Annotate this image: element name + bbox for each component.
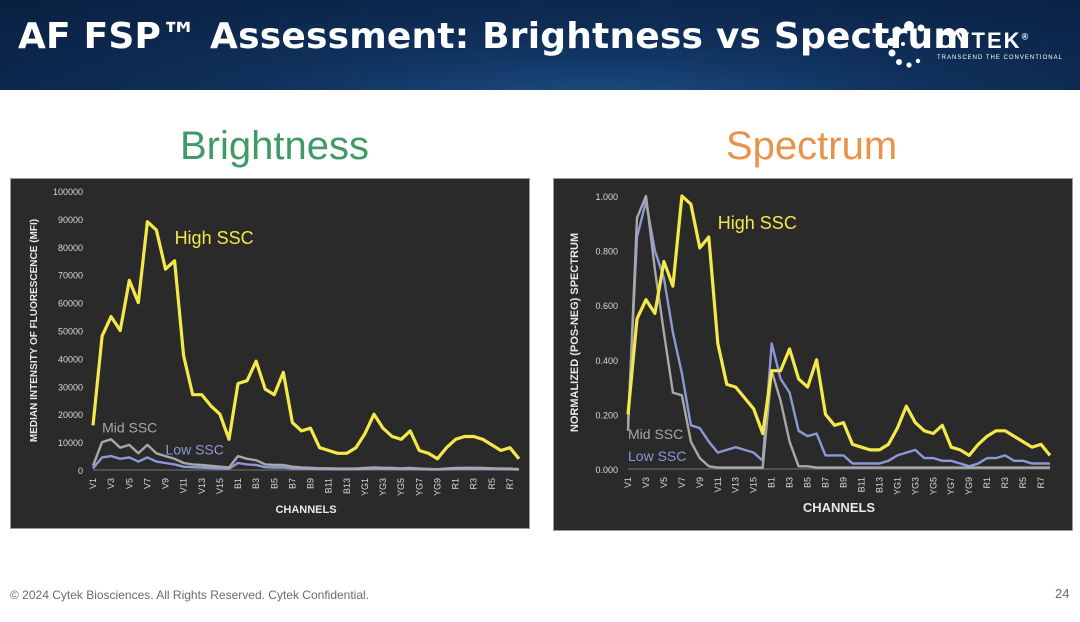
x-tick-label: V13 xyxy=(197,478,207,494)
y-tick-label: 10000 xyxy=(58,438,83,448)
y-tick-label: 20000 xyxy=(58,410,83,420)
x-tick-label: V11 xyxy=(179,478,189,493)
x-tick-label: B5 xyxy=(803,477,813,488)
x-tick-label: V1 xyxy=(88,478,98,489)
y-tick-label: 0 xyxy=(78,466,83,476)
y-tick-label: 50000 xyxy=(58,327,83,337)
cytek-logo: CYTEK® TRANSCEND THE CONVENTIONAL xyxy=(885,18,1065,74)
x-tick-label: V15 xyxy=(749,477,759,493)
x-tick-label: V5 xyxy=(124,478,134,489)
x-tick-label: V3 xyxy=(641,477,651,488)
x-tick-label: V3 xyxy=(106,478,116,489)
brand-name: CYTEK® xyxy=(937,28,1031,53)
x-tick-label: R3 xyxy=(1000,477,1010,489)
x-tick-label: YG9 xyxy=(964,477,974,495)
x-tick-label: YG1 xyxy=(892,477,902,495)
x-tick-label: V9 xyxy=(695,477,705,488)
x-tick-label: V7 xyxy=(677,477,687,488)
x-tick-label: B5 xyxy=(269,478,279,489)
x-tick-label: B9 xyxy=(306,478,316,489)
y-tick-label: 90000 xyxy=(58,215,83,225)
brand-tagline: TRANSCEND THE CONVENTIONAL xyxy=(937,55,1063,61)
y-tick-label: 100000 xyxy=(53,187,83,197)
y-tick-label: 0.400 xyxy=(595,356,618,366)
x-tick-label: YG3 xyxy=(910,477,920,495)
x-axis-title: CHANNELS xyxy=(803,500,876,515)
x-tick-label: B13 xyxy=(342,478,352,494)
series-line-mid-ssc xyxy=(626,194,1050,469)
x-tick-label: B11 xyxy=(324,478,334,493)
x-tick-label: B3 xyxy=(785,477,795,488)
x-tick-label: V7 xyxy=(142,478,152,489)
series-label: Mid SSC xyxy=(102,419,157,435)
y-tick-label: 1.000 xyxy=(595,192,618,202)
y-axis-title: NORMALIZED (POS-NEG) SPECTRUM xyxy=(569,233,581,432)
series-label: High SSC xyxy=(718,213,797,233)
series-label: High SSC xyxy=(175,228,254,248)
y-tick-label: 0.200 xyxy=(595,410,618,420)
x-tick-label: B13 xyxy=(874,477,884,493)
y-tick-label: 80000 xyxy=(58,243,83,253)
x-tick-label: YG7 xyxy=(946,477,956,495)
x-tick-label: V5 xyxy=(659,477,669,488)
x-tick-label: R5 xyxy=(487,478,497,490)
series-label: Low SSC xyxy=(628,448,686,464)
x-tick-label: R7 xyxy=(1036,477,1046,489)
x-tick-label: YG3 xyxy=(378,478,388,496)
x-tick-label: B1 xyxy=(767,477,777,488)
series-line-low-ssc xyxy=(626,200,1050,468)
x-tick-label: V1 xyxy=(623,477,633,488)
title-banner: AF FSP™ Assessment: Brightness vs Spectr… xyxy=(0,0,1080,90)
x-tick-label: R7 xyxy=(505,478,515,490)
x-tick-label: B9 xyxy=(838,477,848,488)
cytek-logo-icon xyxy=(887,21,925,68)
x-tick-label: YG5 xyxy=(928,477,938,495)
spectrum-chart-panel: 0.000 0.200 0.400 0.600 0.800 1.000 V1 V3 V5 V7 V9… xyxy=(553,178,1073,531)
x-tick-label: YG5 xyxy=(396,478,406,496)
x-tick-label: B3 xyxy=(251,478,261,489)
series-line-mid-ssc xyxy=(91,438,520,471)
series-line-high-ssc xyxy=(626,194,1052,457)
copyright-footer: © 2024 Cytek Biosciences. All Rights Res… xyxy=(10,588,370,602)
y-tick-label: 60000 xyxy=(58,299,83,309)
brightness-chart-panel: 0 10000 20000 30000 40000 50000 60000 70000 8000… xyxy=(10,178,530,529)
y-axis-title: MEDIAN INTENSITY OF FLUORESCENCE (MFI) xyxy=(29,219,40,442)
brightness-heading: Brightness xyxy=(180,124,369,168)
x-tick-label: R3 xyxy=(469,478,479,490)
x-tick-label: V13 xyxy=(731,477,741,493)
spectrum-chart: 0.000 0.200 0.400 0.600 0.800 1.000 V1 V3 V5 V7 V9… xyxy=(569,192,1052,515)
y-tick-label: 0.800 xyxy=(595,247,618,257)
x-tick-label: R1 xyxy=(451,478,461,490)
x-tick-label: YG1 xyxy=(360,478,370,496)
series-label: Low SSC xyxy=(166,442,224,458)
y-tick-label: 40000 xyxy=(58,354,83,364)
x-tick-label: B7 xyxy=(821,477,831,488)
y-tick-label: 0.000 xyxy=(595,465,618,475)
series-line-high-ssc xyxy=(91,220,521,461)
spectrum-heading: Spectrum xyxy=(726,124,898,168)
x-tick-label: YG9 xyxy=(432,478,442,496)
x-tick-label: V9 xyxy=(161,478,171,489)
x-tick-label: B1 xyxy=(233,478,243,489)
x-tick-label: R1 xyxy=(982,477,992,489)
slide-title: AF FSP™ Assessment: Brightness vs Spectr… xyxy=(18,16,972,57)
y-tick-label: 0.600 xyxy=(595,301,618,311)
page-number: 24 xyxy=(1055,586,1070,601)
brightness-chart: 0 10000 20000 30000 40000 50000 60000 70000 8000… xyxy=(29,187,521,516)
x-tick-label: V11 xyxy=(713,477,723,492)
x-tick-label: B7 xyxy=(287,478,297,489)
y-tick-label: 30000 xyxy=(58,382,83,392)
x-tick-label: V15 xyxy=(215,478,225,494)
y-tick-label: 70000 xyxy=(58,271,83,281)
series-label: Mid SSC xyxy=(628,426,683,442)
x-axis-title: CHANNELS xyxy=(275,504,336,516)
x-tick-label: R5 xyxy=(1018,477,1028,489)
x-tick-label: B11 xyxy=(856,477,866,492)
x-tick-label: YG7 xyxy=(414,478,424,496)
